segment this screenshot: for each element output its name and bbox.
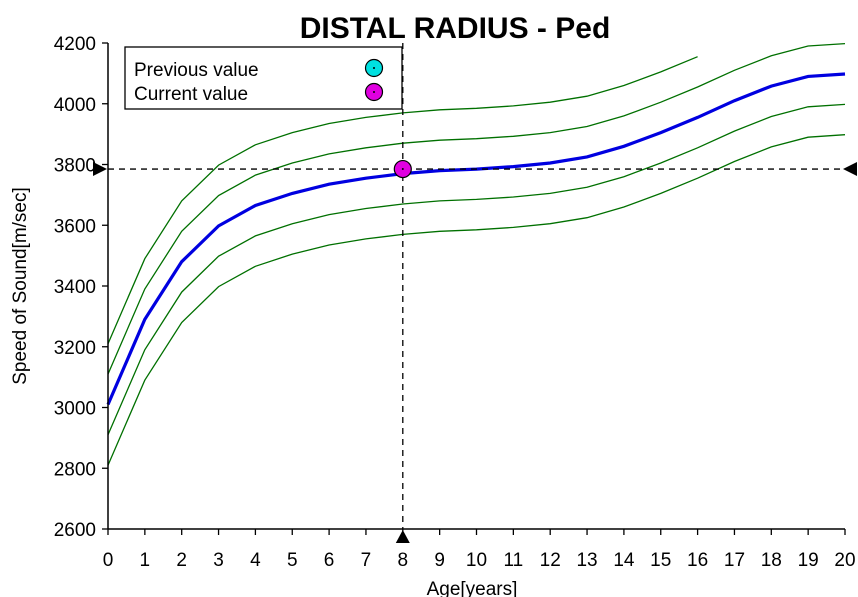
x-tick-label: 0	[103, 550, 114, 571]
x-tick-label: 8	[398, 550, 409, 571]
x-tick-label: 18	[761, 550, 782, 571]
x-tick-label: 6	[324, 550, 335, 571]
x-tick-label: 1	[140, 550, 151, 571]
y-tick-label: 2600	[54, 520, 96, 541]
reference-bands	[107, 42, 846, 466]
left-value-marker-icon	[93, 162, 107, 177]
x-tick-label: 17	[724, 550, 745, 571]
legend-label-current: Current value	[134, 84, 248, 105]
reference-band-line	[107, 103, 846, 436]
y-tick-label: 3600	[54, 216, 96, 237]
x-tick-label: 9	[434, 550, 445, 571]
x-tick-label: 14	[613, 550, 635, 571]
x-tick-label: 11	[503, 550, 523, 571]
reference-band-line	[107, 42, 846, 375]
chart-title: DISTAL RADIUS - Ped	[300, 12, 611, 45]
x-tick-label: 3	[213, 550, 224, 571]
legend: Previous value Current value	[124, 46, 403, 110]
y-tick-label: 3000	[54, 399, 96, 420]
x-tick-label: 12	[540, 550, 561, 571]
y-axis-ticks: 2600 2800 3000 3200 3400 3600 3800 4000 4200	[54, 34, 108, 541]
legend-label-previous: Previous value	[134, 60, 259, 81]
y-tick-label: 2800	[54, 459, 96, 480]
x-tick-label: 20	[834, 550, 855, 571]
x-tick-label: 15	[650, 550, 671, 571]
current-value-point-center	[401, 168, 404, 171]
y-tick-label: 3400	[54, 277, 96, 298]
x-tick-label: 10	[466, 550, 487, 571]
y-tick-label: 4200	[54, 34, 96, 55]
mean-curve	[106, 72, 846, 406]
x-tick-label: 19	[798, 550, 819, 571]
legend-current-center-dot	[373, 91, 375, 93]
legend-box	[124, 46, 403, 110]
y-tick-label: 4000	[54, 95, 96, 116]
x-tick-label: 4	[250, 550, 261, 571]
age-marker-icon	[395, 530, 410, 543]
x-axis-ticks: 0 1 2 3 4 5 6 7 8 9 10 11 12 13 14 15 16 17 18 19 20	[103, 529, 856, 571]
y-tick-label: 3200	[54, 338, 96, 359]
x-tick-label: 2	[176, 550, 187, 571]
y-tick-label: 3800	[54, 156, 96, 177]
x-tick-label: 13	[576, 550, 597, 571]
y-axis-label: Speed of Sound[m/sec]	[10, 187, 31, 385]
x-tick-label: 7	[361, 550, 372, 571]
reference-band-line	[107, 134, 846, 466]
right-value-marker-icon	[843, 162, 857, 177]
x-axis-label: Age[years]	[427, 579, 518, 597]
x-tick-label: 16	[687, 550, 708, 571]
x-tick-label: 5	[287, 550, 298, 571]
legend-previous-center-dot	[373, 67, 375, 69]
